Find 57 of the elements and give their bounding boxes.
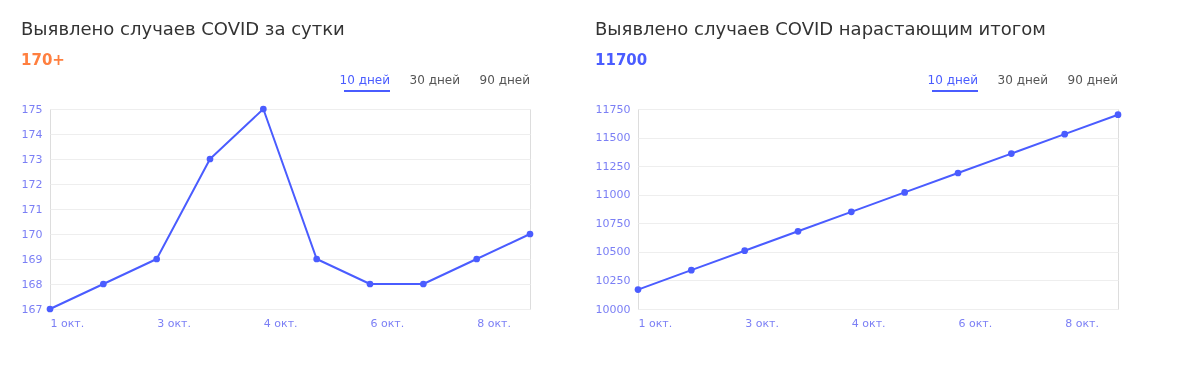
point — [313, 255, 321, 263]
point — [526, 230, 534, 238]
point — [1007, 150, 1015, 157]
point — [634, 286, 642, 293]
x-tick-label: 3 окт. — [157, 316, 191, 330]
x-tick-label: 3 окт. — [745, 316, 779, 330]
point — [419, 280, 427, 288]
point — [954, 169, 962, 177]
point — [473, 255, 481, 263]
point — [1061, 130, 1069, 138]
y-tick-label: 170 — [21, 227, 43, 241]
point — [46, 305, 54, 313]
y-tick-label: 167 — [21, 302, 43, 316]
text: 10 дней — [339, 73, 390, 87]
y-tick-label: 11500 — [595, 131, 631, 145]
y-tick-label: 10000 — [595, 302, 631, 316]
chart-title: Выявлено случаев COVID за сутки — [21, 18, 345, 39]
text: 90 дней — [479, 73, 530, 87]
y-tick-label: 169 — [21, 252, 43, 266]
text: 10 дней — [927, 73, 978, 87]
chart-subtitle: 170+ — [21, 51, 65, 69]
point — [847, 208, 855, 216]
x-tick-label: 8 окт. — [477, 316, 511, 330]
y-tick-label: 10500 — [595, 245, 631, 259]
text: 90 дней — [1067, 73, 1118, 87]
point — [741, 247, 749, 255]
chart-subtitle: 11700 — [595, 51, 648, 69]
point — [901, 189, 909, 196]
point — [259, 105, 267, 113]
x-tick-label: 6 окт. — [958, 316, 993, 330]
point — [794, 227, 802, 235]
y-tick-label: 11250 — [595, 159, 631, 173]
x-tick-label: 4 окт. — [851, 316, 886, 330]
y-tick-label: 174 — [21, 127, 43, 141]
y-tick-label: 10250 — [595, 273, 631, 287]
y-tick-label: 11750 — [595, 102, 631, 116]
point — [153, 255, 161, 263]
point — [99, 280, 107, 288]
text: 30 дней — [997, 73, 1048, 87]
point — [1114, 111, 1122, 119]
text: 30 дней — [409, 73, 460, 87]
y-tick-label: 10750 — [595, 216, 631, 230]
x-tick-label: 6 окт. — [370, 316, 405, 330]
y-tick-label: 171 — [21, 202, 43, 216]
y-tick-label: 168 — [21, 277, 43, 291]
y-tick-label: 172 — [21, 177, 43, 191]
x-tick-label: 4 окт. — [263, 316, 298, 330]
y-tick-label: 11000 — [595, 188, 631, 202]
x-tick-label: 1 окт. — [50, 316, 85, 330]
y-tick-label: 175 — [21, 102, 43, 116]
chart-title: Выявлено случаев COVID нарастающим итогом — [595, 18, 1046, 39]
point — [687, 266, 695, 274]
x-tick-label: 1 окт. — [638, 316, 673, 330]
point — [206, 155, 214, 163]
x-tick-label: 8 окт. — [1065, 316, 1099, 330]
point — [366, 280, 374, 288]
y-tick-label: 173 — [21, 152, 43, 166]
